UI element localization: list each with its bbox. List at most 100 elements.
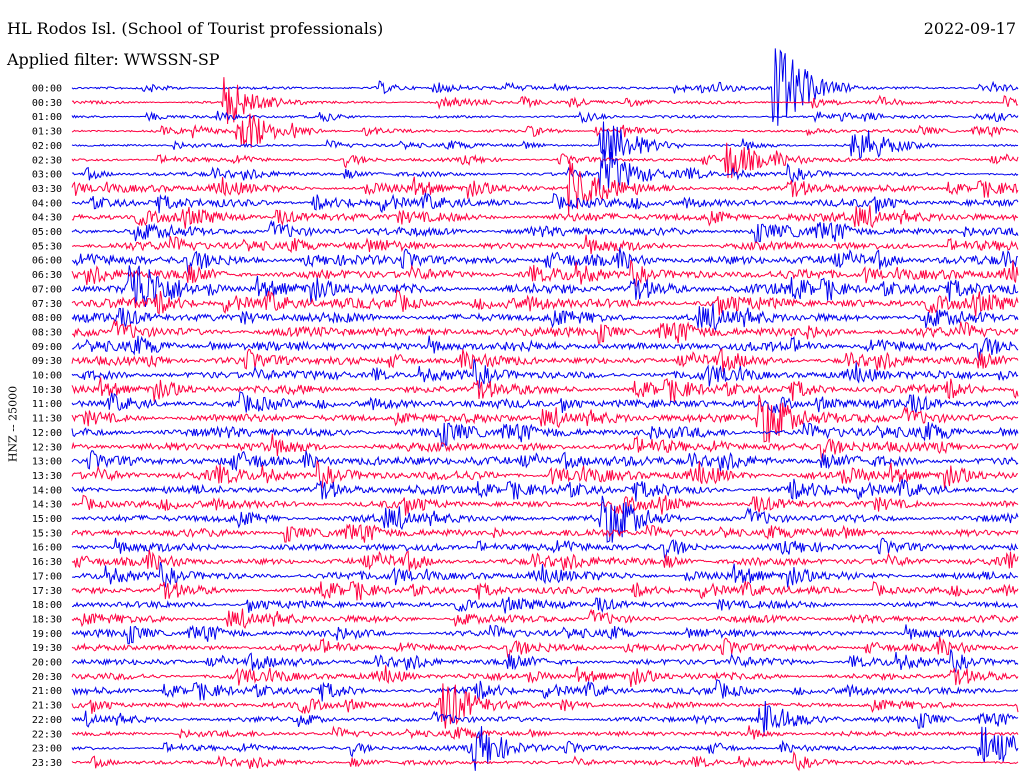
time-tick-label: 01:00	[32, 112, 62, 123]
time-tick-label: 14:00	[32, 485, 62, 496]
time-tick-label: 17:30	[32, 586, 62, 597]
time-tick-label: 10:30	[32, 385, 62, 396]
trace-line	[71, 580, 1019, 601]
trace-line	[71, 636, 1019, 661]
time-tick-label: 09:00	[32, 342, 62, 353]
trace-line	[71, 394, 1019, 443]
trace-line	[71, 433, 1019, 463]
trace-line	[71, 624, 1019, 645]
time-tick-label: 15:30	[32, 528, 62, 539]
trace-line	[71, 478, 1019, 502]
trace-line	[71, 121, 1019, 168]
trace-line	[71, 161, 1019, 215]
trace-line	[71, 460, 1019, 489]
trace-line	[71, 523, 1019, 543]
time-tick-label: 13:30	[32, 471, 62, 482]
trace-line	[71, 377, 1019, 402]
time-tick-label: 22:00	[32, 715, 62, 726]
station-title: HL Rodos Isl. (School of Tourist profess…	[7, 19, 384, 38]
time-tick-label: 23:30	[32, 758, 62, 769]
trace-line	[71, 596, 1019, 614]
trace-line	[71, 303, 1019, 332]
time-tick-label: 05:30	[32, 241, 62, 252]
trace-line	[71, 537, 1019, 562]
trace-line	[71, 259, 1019, 288]
trace-line	[71, 649, 1019, 674]
trace-line	[71, 359, 1019, 390]
time-tick-label: 15:00	[32, 514, 62, 525]
trace-line	[71, 700, 1019, 736]
trace-line	[71, 665, 1019, 688]
time-tick-label: 16:30	[32, 557, 62, 568]
time-tick-label: 03:30	[32, 184, 62, 195]
time-tick-label: 13:00	[32, 457, 62, 468]
trace-line	[71, 335, 1019, 361]
time-tick-label: 06:30	[32, 270, 62, 281]
trace-line	[71, 318, 1019, 344]
time-tick-label: 00:00	[32, 84, 62, 95]
filter-label: Applied filter: WWSSN-SP	[7, 50, 220, 69]
time-tick-label: 23:00	[32, 744, 62, 755]
trace-line	[71, 289, 1019, 317]
trace-line	[71, 495, 1019, 543]
time-tick-label: 18:30	[32, 614, 62, 625]
trace-line	[71, 422, 1019, 447]
trace-line	[71, 549, 1019, 572]
trace-line	[71, 391, 1019, 414]
time-tick-label: 19:00	[32, 629, 62, 640]
time-tick-label: 20:30	[32, 672, 62, 683]
time-tick-label: 14:30	[32, 500, 62, 511]
trace-line	[71, 113, 1019, 148]
trace-line	[71, 725, 1019, 740]
time-tick-label: 19:30	[32, 643, 62, 654]
trace-line	[71, 683, 1019, 729]
trace-line	[71, 48, 1019, 126]
trace-line	[71, 149, 1019, 190]
time-tick-label: 20:00	[32, 658, 62, 669]
seismic-traces	[71, 48, 1019, 772]
time-tick-label: 05:00	[32, 227, 62, 238]
trace-line	[71, 234, 1019, 254]
time-tick-label: 02:30	[32, 155, 62, 166]
trace-line	[71, 192, 1019, 214]
trace-line	[71, 726, 1019, 771]
trace-line	[71, 77, 1019, 125]
time-tick-label: 08:30	[32, 327, 62, 338]
time-tick-label: 02:00	[32, 141, 62, 152]
trace-line	[71, 219, 1019, 244]
time-tick-label: 17:00	[32, 571, 62, 582]
trace-line	[71, 142, 1019, 179]
trace-line	[71, 348, 1019, 372]
time-tick-label: 18:00	[32, 600, 62, 611]
trace-line	[71, 678, 1018, 702]
time-tick-label: 04:00	[32, 198, 62, 209]
time-tick-label: 08:00	[32, 313, 62, 324]
time-tick-label: 01:30	[32, 127, 62, 138]
trace-line	[71, 608, 1019, 630]
time-tick-labels: 00:00 00:30 01:00 01:30 02:00 02:30 03:00 03:30…	[32, 84, 62, 769]
time-tick-label: 11:30	[32, 414, 62, 425]
trace-line	[71, 562, 1019, 588]
time-tick-label: 07:00	[32, 284, 62, 295]
time-tick-label: 11:00	[32, 399, 62, 410]
time-tick-label: 06:00	[32, 256, 62, 267]
trace-line	[71, 205, 1019, 229]
time-tick-label: 12:30	[32, 442, 62, 453]
time-tick-label: 00:30	[32, 98, 62, 109]
time-tick-label: 03:00	[32, 170, 62, 181]
time-tick-label: 09:30	[32, 356, 62, 367]
trace-line	[71, 449, 1019, 472]
time-tick-label: 16:00	[32, 543, 62, 554]
time-tick-label: 04:30	[32, 213, 62, 224]
trace-line	[71, 247, 1019, 275]
time-tick-label: 12:00	[32, 428, 62, 439]
trace-line	[71, 751, 1019, 772]
time-tick-label: 22:30	[32, 729, 62, 740]
time-tick-label: 21:30	[32, 701, 62, 712]
time-tick-label: 10:00	[32, 371, 62, 382]
record-date: 2022-09-17	[923, 19, 1016, 38]
trace-line	[71, 265, 1019, 307]
trace-line	[71, 110, 1019, 124]
time-tick-label: 21:00	[32, 686, 62, 697]
